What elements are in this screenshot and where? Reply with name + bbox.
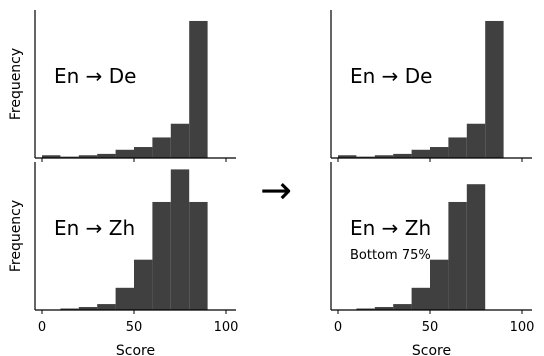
panel-2-bar (430, 147, 449, 158)
panel-4-bar (411, 287, 430, 310)
panel-3-bar (97, 304, 116, 310)
panel-4-language-pair-label: En → Zh (350, 216, 431, 240)
panel-3-bar (134, 259, 153, 310)
panel-2-bar (466, 123, 486, 158)
panel-3-x-tick-label: 0 (38, 320, 46, 335)
panel-4-bar (374, 307, 394, 310)
panel-1-y-axis-label: Frequency (8, 48, 24, 120)
panel-3-bar (189, 201, 208, 310)
panel-1-bar (60, 156, 79, 158)
panel-4-x-tick-label: 50 (422, 320, 439, 335)
panel-1-bar (42, 155, 61, 158)
panel-2-bar (356, 156, 375, 158)
panel-3-bar (60, 308, 79, 310)
panel-1-bar (115, 149, 134, 158)
panel-3-bar (170, 169, 190, 310)
panel-4-x-tick-label: 100 (510, 320, 535, 335)
panel-3-x-tick-label: 50 (126, 320, 143, 335)
panel-4-bar (356, 308, 375, 310)
transition-arrow: → (260, 168, 292, 212)
panel-1-bar (189, 20, 208, 158)
panel-1-language-pair-label: En → De (54, 64, 137, 88)
panel-2-bar (485, 20, 504, 158)
panel-1-bar (170, 123, 190, 158)
panel-3-bar (115, 287, 134, 310)
panel-1-bar (78, 155, 98, 158)
panel-3-y-axis-label: Frequency (8, 200, 24, 272)
panel-3-bar (78, 307, 98, 310)
panel-2-bar (338, 155, 357, 158)
panel-4-bar (466, 184, 486, 310)
panel-1-bar (134, 147, 153, 158)
panel-2-language-pair-label: En → De (350, 64, 433, 88)
panel-3-x-axis-label: Score (116, 343, 155, 356)
panel-4-x-tick-label: 0 (334, 320, 342, 335)
panel-4-bar (448, 201, 467, 310)
panel-4-bar (393, 304, 412, 310)
panel-4-subset-label: Bottom 75% (350, 248, 431, 263)
panel-2-bar (393, 153, 412, 158)
panel-4-bar (430, 259, 449, 310)
panel-3-bar (152, 201, 171, 310)
panel-2-bar (448, 137, 467, 158)
panel-2-bar (374, 155, 394, 158)
panel-1-bar (97, 153, 116, 158)
panel-3-language-pair-label: En → Zh (54, 216, 135, 240)
panel-1-bar (152, 137, 171, 158)
panel-2-bar (411, 149, 430, 158)
panel-3-x-tick-label: 100 (214, 320, 239, 335)
panel-4-x-axis-label: Score (412, 343, 451, 356)
